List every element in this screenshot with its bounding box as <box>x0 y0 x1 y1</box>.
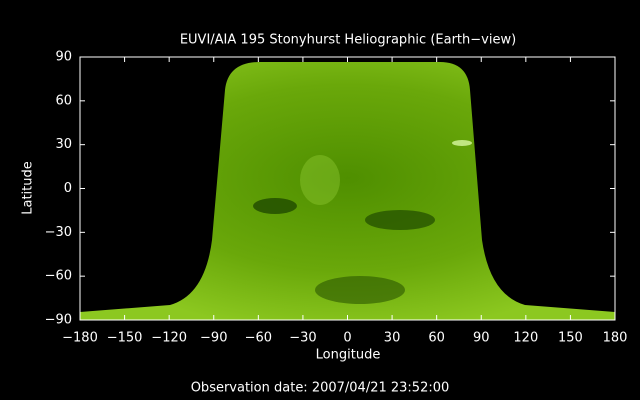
x-tick-label: 180 <box>603 331 628 346</box>
y-tick-label: 90 <box>55 50 72 65</box>
x-tick-label: 60 <box>428 331 445 346</box>
x-tick-label: −30 <box>289 331 316 346</box>
x-tick-label: 150 <box>558 331 583 346</box>
map-image <box>80 62 615 320</box>
x-tick-label: −150 <box>107 331 143 346</box>
y-tick-label: −60 <box>45 269 72 284</box>
x-tick-label: 30 <box>384 331 401 346</box>
x-tick-label: 0 <box>343 331 351 346</box>
y-tick-label: −90 <box>45 313 72 328</box>
chart-title: EUVI/AIA 195 Stonyhurst Heliographic (Ea… <box>180 33 516 48</box>
x-tick-label: −180 <box>62 331 98 346</box>
y-tick-label: 60 <box>55 93 72 108</box>
x-tick-label: −120 <box>151 331 187 346</box>
y-tick-label: 30 <box>55 137 72 152</box>
x-tick-label: 90 <box>473 331 490 346</box>
footer: Observation date: 2007/04/21 23:52:00 <box>191 381 450 396</box>
x-tick-label: 120 <box>513 331 538 346</box>
x-tick-label: −60 <box>245 331 272 346</box>
x-tick-label: −90 <box>200 331 227 346</box>
y-tick-label: −30 <box>45 225 72 240</box>
y-tick-label: 0 <box>64 181 72 196</box>
y-axis-label: Latitude <box>21 161 36 215</box>
x-axis-label: Longitude <box>316 348 381 363</box>
